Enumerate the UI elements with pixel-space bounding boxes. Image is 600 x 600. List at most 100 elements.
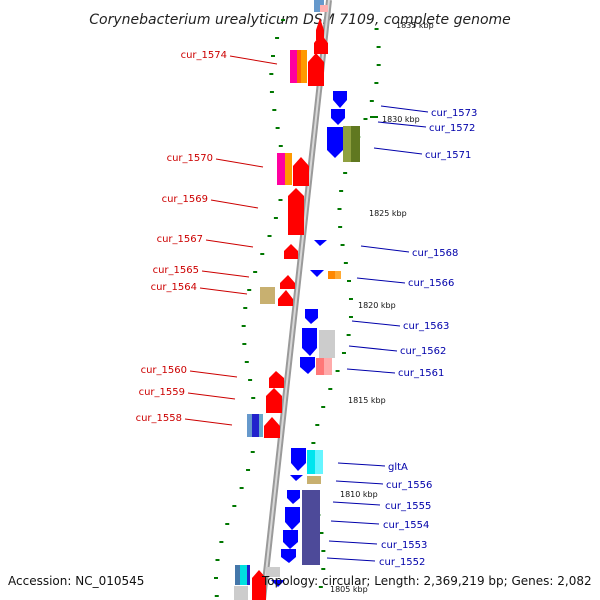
gene-block: [290, 50, 297, 83]
gene-label-cur-1572[interactable]: cur_1572: [429, 123, 475, 134]
gene-label-glta[interactable]: gltA: [388, 462, 408, 473]
gene-block: [240, 565, 247, 585]
gene-block: [302, 490, 320, 565]
gene-arrow: [305, 309, 318, 324]
gene-block: [247, 414, 252, 437]
gene-arrow: [252, 570, 266, 600]
gene-block: [335, 271, 341, 279]
gene-label-cur-1559[interactable]: cur_1559: [139, 387, 185, 398]
scale-label-1830: 1830 kbp: [382, 115, 420, 124]
leader-line: [360, 245, 410, 253]
map-title: Corynebacterium urealyticum DSM 7109, co…: [89, 12, 511, 28]
gene-label-cur-1560[interactable]: cur_1560: [141, 365, 187, 376]
gene-block: [301, 50, 307, 83]
gene-label-cur-1562[interactable]: cur_1562: [400, 346, 446, 357]
gene-arrow: [278, 290, 293, 306]
leader-line: [201, 270, 250, 278]
scale-label-1835: 1835 kbp: [396, 21, 434, 30]
gene-label-cur-1566[interactable]: cur_1566: [408, 278, 454, 289]
gene-arrow: [287, 490, 300, 504]
gene-arrow: [291, 448, 306, 471]
reverse-genes: [266, 91, 360, 587]
leader-line: [351, 320, 401, 327]
tick-dashes: [214, 19, 381, 597]
gene-block: [316, 358, 324, 375]
scale-marks: 1835 kbp 1830 kbp 1825 kbp 1820 kbp 1815…: [330, 21, 434, 594]
leader-line: [337, 462, 386, 467]
gene-label-cur-1571[interactable]: cur_1571: [425, 150, 471, 161]
gene-arrow: [308, 53, 324, 86]
gene-arrow: [316, 18, 324, 40]
gene-arrow: [271, 580, 285, 587]
leader-line: [328, 540, 378, 545]
gene-block: [234, 586, 248, 600]
gene-block: [297, 50, 301, 83]
gene-arrow: [333, 91, 347, 108]
gene-block: [307, 476, 321, 484]
gene-block: [259, 414, 263, 437]
scale-label-1815: 1815 kbp: [348, 396, 386, 405]
gene-label-cur-1554[interactable]: cur_1554: [383, 520, 429, 531]
gene-block: [319, 330, 335, 358]
gene-block: [351, 126, 360, 162]
gene-block: [343, 126, 351, 162]
leader-line: [346, 368, 396, 374]
gene-label-cur-1552[interactable]: cur_1552: [379, 557, 425, 568]
gene-arrow: [266, 388, 282, 413]
leader-line: [189, 370, 238, 378]
gene-label-cur-1569[interactable]: cur_1569: [162, 194, 208, 205]
gene-label-cur-1573[interactable]: cur_1573: [431, 108, 477, 119]
gene-label-cur-1553[interactable]: cur_1553: [381, 540, 427, 551]
leader-line: [187, 392, 236, 400]
gene-label-cur-1564[interactable]: cur_1564: [151, 282, 197, 293]
gene-label-cur-1567[interactable]: cur_1567: [157, 234, 203, 245]
accession-text: Accession: NC_010545: [8, 574, 145, 588]
leader-line: [348, 345, 398, 352]
gene-label-cur-1558[interactable]: cur_1558: [136, 413, 182, 424]
gene-block: [277, 153, 285, 185]
gene-label-cur-1556[interactable]: cur_1556: [386, 480, 432, 491]
gene-arrow: [310, 270, 324, 277]
gene-block: [252, 414, 259, 437]
scale-label-1825: 1825 kbp: [369, 209, 407, 218]
gene-label-cur-1574[interactable]: cur_1574: [181, 50, 227, 61]
leader-line: [373, 147, 423, 155]
gene-block: [235, 565, 240, 585]
gene-arrow: [269, 371, 284, 388]
gene-block: [320, 5, 328, 12]
genome-backbone: [260, 0, 332, 600]
leader-line: [210, 199, 259, 209]
leader-line: [380, 105, 429, 113]
gene-arrow: [264, 417, 280, 438]
gene-label-cur-1563[interactable]: cur_1563: [403, 321, 449, 332]
scale-label-1810: 1810 kbp: [340, 490, 378, 499]
leader-line: [229, 55, 278, 65]
right-gene-labels: cur_1573 cur_1572 cur_1571 cur_1568 cur_…: [326, 105, 477, 568]
gene-arrow: [288, 188, 304, 235]
scale-label-1805: 1805 kbp: [330, 585, 368, 594]
scale-label-1820: 1820 kbp: [358, 301, 396, 310]
gene-block: [328, 271, 335, 279]
gene-arrow: [280, 275, 295, 289]
gene-arrow: [300, 357, 315, 374]
gene-arrow: [285, 507, 300, 530]
gene-label-cur-1555[interactable]: cur_1555: [385, 501, 431, 512]
gene-block: [315, 450, 323, 474]
gene-label-cur-1570[interactable]: cur_1570: [167, 153, 213, 164]
leader-line: [199, 287, 248, 295]
gene-arrow: [293, 157, 309, 186]
gene-arrow: [327, 127, 343, 158]
gene-label-cur-1565[interactable]: cur_1565: [153, 265, 199, 276]
gene-label-cur-1568[interactable]: cur_1568: [412, 248, 458, 259]
left-gene-labels: cur_1574 cur_1570 cur_1569 cur_1567 cur_…: [136, 50, 278, 426]
leader-line: [330, 520, 380, 525]
gene-arrow: [331, 109, 345, 125]
gene-label-cur-1561[interactable]: cur_1561: [398, 368, 444, 379]
gene-arrow: [281, 549, 296, 563]
leader-line: [205, 239, 254, 248]
leader-line: [184, 418, 233, 426]
leader-line: [335, 480, 384, 485]
leader-line: [215, 158, 264, 168]
gene-block: [324, 358, 332, 375]
